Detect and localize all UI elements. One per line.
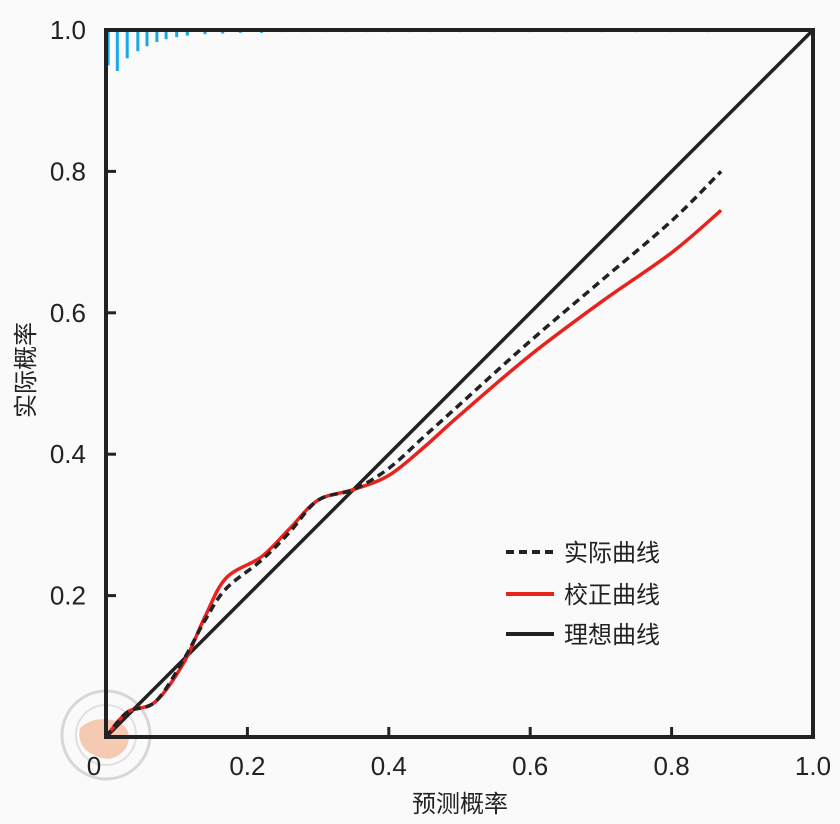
x-tick-label: 0.2 — [229, 751, 265, 781]
x-tick-label: 1.0 — [795, 751, 831, 781]
legend: 实际曲线 校正曲线 理想曲线 — [506, 539, 660, 649]
axes-frame — [104, 28, 815, 739]
x-tick-label: 0 — [87, 751, 101, 781]
x-tick-label: 0.6 — [512, 751, 548, 781]
calibrated-curve — [104, 208, 723, 739]
x-tick-label: 0.4 — [371, 751, 407, 781]
actual-curve — [104, 170, 723, 739]
y-tick-label: 0.2 — [50, 581, 86, 611]
y-tick-label: 0.6 — [50, 298, 86, 328]
x-tick-label: 0.8 — [654, 751, 690, 781]
x-axis-label: 预测概率 — [412, 790, 508, 818]
legend-label-ideal: 理想曲线 — [564, 621, 660, 649]
y-axis-label: 实际概率 — [12, 322, 40, 418]
y-tick-label: 0.8 — [50, 156, 86, 186]
y-tick-label: 0.4 — [50, 439, 86, 469]
ideal-line — [104, 28, 815, 739]
rug-plot — [106, 30, 709, 72]
legend-label-actual: 实际曲线 — [564, 539, 660, 567]
y-tick-label: 1.0 — [50, 15, 86, 45]
plot-border — [104, 28, 815, 739]
legend-label-calibrated: 校正曲线 — [564, 581, 660, 609]
